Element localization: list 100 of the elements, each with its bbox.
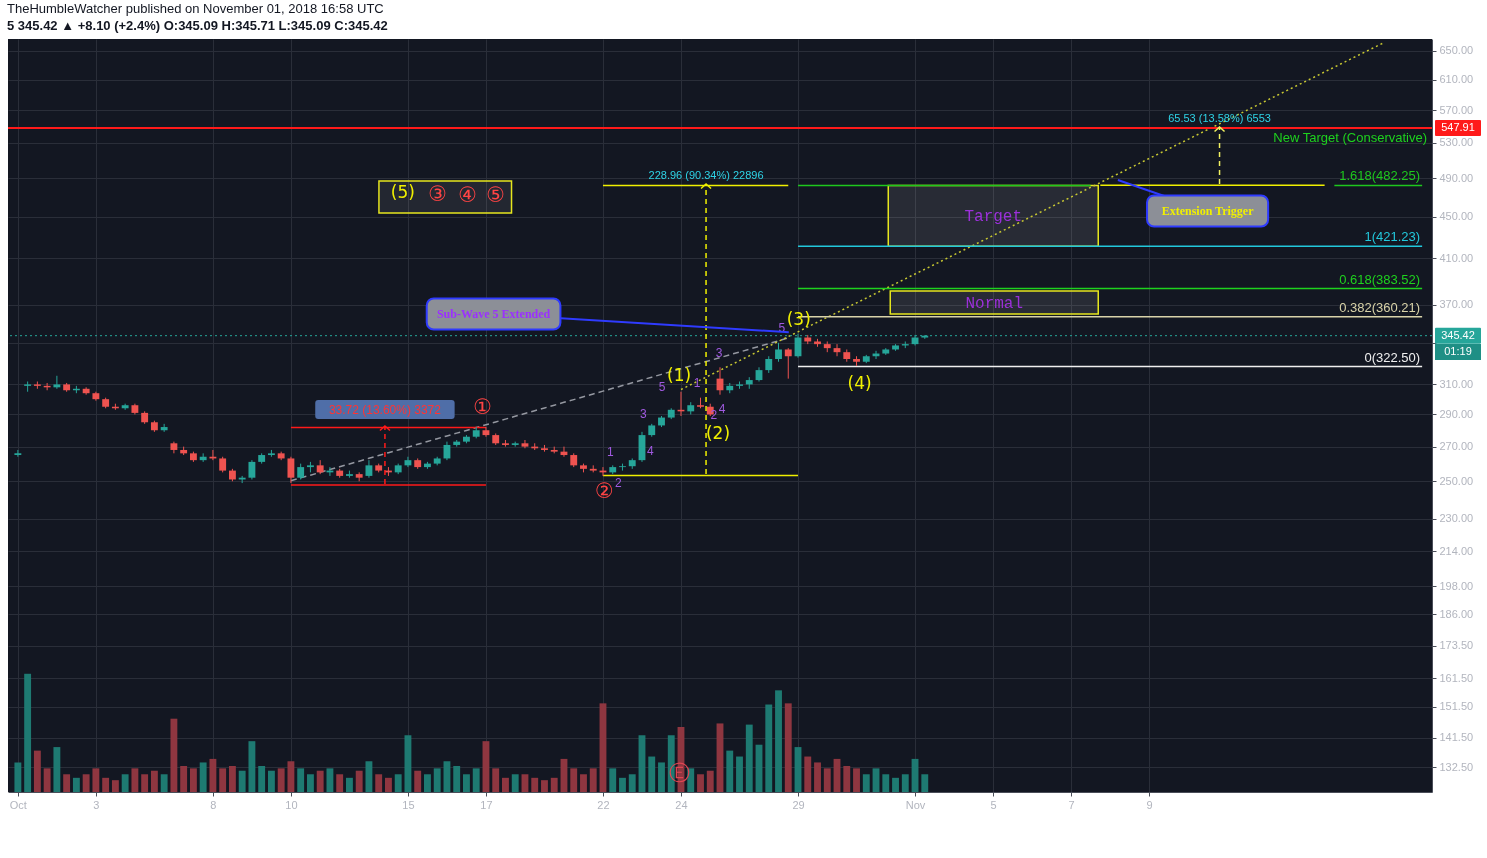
candlestick	[784, 347, 792, 380]
x-tick-label: 29	[792, 798, 805, 811]
chart-subtitle: 5 345.42 ▲ +8.10 (+2.4%) O:345.09 H:345.71 L:345.09 C:345.42	[7, 18, 388, 33]
x-tick-label: 3	[93, 798, 100, 811]
y-tick-label: 410.00	[1439, 251, 1474, 264]
y-tick-label: 230.00	[1439, 512, 1474, 525]
bar	[33, 750, 41, 792]
annotation: Extension Trigger	[1161, 203, 1255, 218]
x-tick-label: 7	[1068, 798, 1075, 811]
bar	[316, 770, 324, 792]
bar	[267, 770, 275, 792]
bar	[580, 774, 587, 792]
annotation: 4	[646, 443, 654, 458]
candlestick	[82, 386, 90, 396]
y-tick-label: 141.50	[1439, 731, 1474, 744]
annotation: (5)	[390, 181, 415, 202]
bar	[853, 768, 860, 792]
bar	[541, 780, 548, 792]
candlestick	[53, 375, 61, 390]
bar	[92, 768, 100, 792]
bar	[170, 718, 178, 792]
annotation: 1	[693, 375, 701, 390]
bar	[131, 768, 139, 792]
series-label: 1.618(482.25)	[1339, 168, 1421, 184]
y-tick-label: 610.00	[1439, 73, 1474, 86]
annotation: (2)	[705, 423, 731, 444]
bar	[589, 768, 597, 792]
annotation: 2	[710, 408, 718, 423]
bar	[346, 777, 353, 792]
bar	[862, 774, 870, 792]
bar	[111, 780, 119, 792]
band-label: Normal	[965, 294, 1024, 313]
x-tick-label: 5	[990, 798, 997, 811]
bar	[628, 774, 636, 792]
bar	[102, 777, 110, 792]
bar	[765, 704, 773, 792]
bar	[843, 765, 851, 792]
bar	[326, 768, 334, 792]
bar	[228, 765, 236, 792]
x-tick-label: 10	[285, 798, 298, 811]
series-label: 0.382(360.21)	[1339, 299, 1421, 315]
band-label: Target	[964, 207, 1023, 226]
bar	[502, 777, 509, 792]
annotation: 4	[718, 402, 726, 417]
y-tick-label: 290.00	[1439, 407, 1474, 420]
annotation: 33.72 (13.60%) 3372	[328, 402, 442, 417]
bar	[150, 770, 158, 792]
bar	[306, 774, 314, 792]
bar	[199, 762, 207, 792]
annotation: (1)	[667, 364, 692, 385]
bar	[24, 673, 32, 792]
bar	[726, 750, 734, 792]
bar	[550, 777, 558, 792]
bar	[43, 768, 51, 792]
bar	[121, 774, 129, 792]
ref-line-label: 547.91	[1441, 120, 1475, 133]
y-tick-label: 450.00	[1439, 210, 1474, 223]
x-tick-label: Nov	[905, 798, 926, 811]
bar	[297, 768, 305, 792]
candlestick	[482, 426, 490, 438]
bar	[258, 765, 266, 792]
y-tick-label: 186.00	[1439, 607, 1474, 620]
bar	[287, 761, 295, 792]
x-tick-label: 8	[210, 798, 217, 811]
bar	[375, 774, 383, 792]
annotation: 1	[607, 445, 615, 460]
annotation: 65.53 (13.58%) 6553	[1168, 111, 1271, 124]
bar	[736, 756, 743, 792]
bar	[453, 765, 461, 792]
bar	[814, 762, 821, 792]
bar	[248, 741, 256, 792]
bar	[784, 703, 792, 792]
bar	[775, 690, 782, 792]
annotation: New Target (Conservative)	[1273, 129, 1428, 145]
x-tick-label: 9	[1146, 798, 1153, 811]
bar	[531, 777, 539, 792]
bar	[180, 765, 188, 792]
bar	[463, 774, 470, 792]
bar	[609, 768, 617, 792]
candlestick	[14, 449, 22, 458]
bar	[160, 774, 168, 792]
text: 01:19	[1444, 345, 1472, 358]
ref-line-label: 345.42	[1441, 328, 1475, 341]
bar	[238, 770, 246, 792]
bar	[472, 768, 480, 792]
bar	[492, 768, 500, 792]
bar	[433, 768, 441, 792]
annotation: 3	[715, 346, 723, 360]
bar	[570, 768, 578, 792]
bar	[141, 774, 149, 792]
bar	[648, 756, 656, 792]
bar	[82, 774, 90, 792]
bar	[619, 777, 626, 792]
x-tick-label: 15	[402, 798, 415, 811]
annotation: (3)	[786, 309, 811, 330]
x-tick-label: 17	[480, 798, 493, 811]
y-tick-label: 214.00	[1439, 544, 1474, 557]
annotation: ⑤	[486, 183, 505, 207]
y-tick-label: 650.00	[1439, 44, 1474, 57]
candlestick	[521, 439, 529, 449]
